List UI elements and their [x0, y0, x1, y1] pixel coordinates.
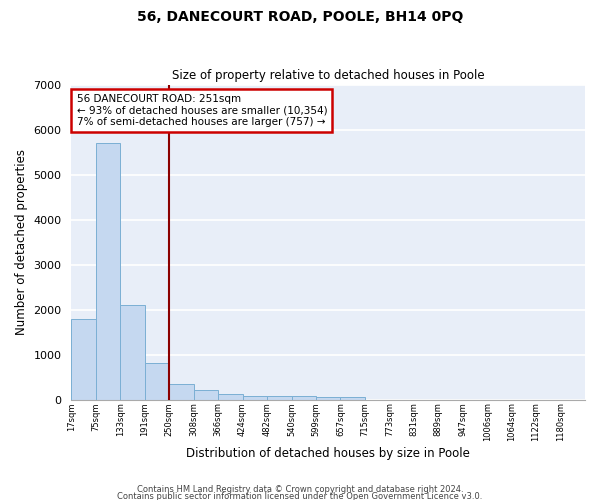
Bar [121, 305, 145, 400]
Y-axis label: Number of detached properties: Number of detached properties [15, 149, 28, 335]
Bar [316, 396, 340, 400]
Bar [169, 384, 194, 400]
Text: Contains HM Land Registry data © Crown copyright and database right 2024.: Contains HM Land Registry data © Crown c… [137, 486, 463, 494]
Text: 56, DANECOURT ROAD, POOLE, BH14 0PQ: 56, DANECOURT ROAD, POOLE, BH14 0PQ [137, 10, 463, 24]
Bar [292, 396, 316, 400]
X-axis label: Distribution of detached houses by size in Poole: Distribution of detached houses by size … [186, 447, 470, 460]
Bar [267, 396, 292, 400]
Bar [145, 363, 169, 400]
Bar [340, 397, 365, 400]
Bar [194, 390, 218, 400]
Bar [96, 143, 121, 400]
Bar [242, 396, 267, 400]
Bar [71, 318, 96, 400]
Title: Size of property relative to detached houses in Poole: Size of property relative to detached ho… [172, 69, 485, 82]
Bar [218, 394, 242, 400]
Text: 56 DANECOURT ROAD: 251sqm
← 93% of detached houses are smaller (10,354)
7% of se: 56 DANECOURT ROAD: 251sqm ← 93% of detac… [77, 94, 327, 127]
Text: Contains public sector information licensed under the Open Government Licence v3: Contains public sector information licen… [118, 492, 482, 500]
